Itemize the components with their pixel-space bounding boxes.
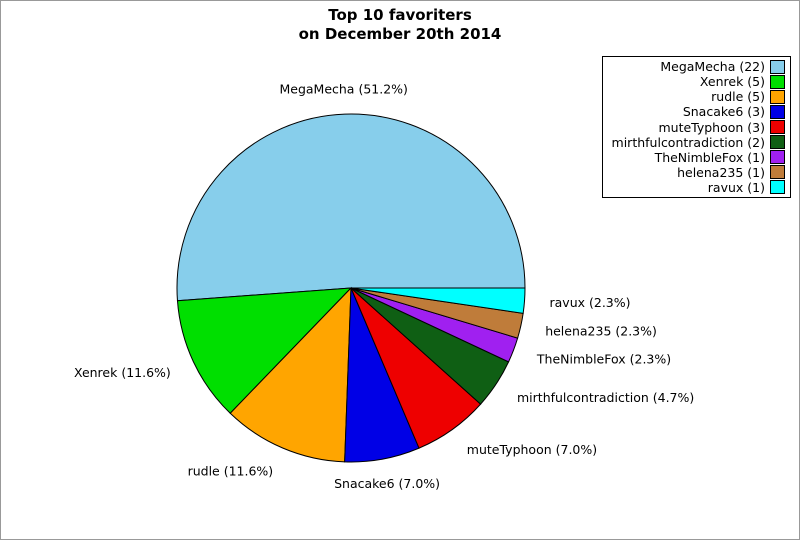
legend-swatch-Xenrek xyxy=(770,74,785,89)
legend-swatch-rudle xyxy=(770,89,785,104)
legend-label: TheNimbleFox (1) xyxy=(654,149,765,165)
pie-slice-MegaMecha xyxy=(176,113,526,302)
pie-slice-ravux xyxy=(350,287,526,314)
slice-label-MegaMecha: MegaMecha (51.2%) xyxy=(279,82,407,97)
legend-swatch-helena235 xyxy=(770,165,785,180)
legend-row-TheNimbleFox: TheNimbleFox (1) xyxy=(607,150,785,165)
legend-swatch-mirthfulcontradiction xyxy=(770,135,785,150)
legend-label: Snacake6 (3) xyxy=(682,104,765,120)
legend-box: MegaMecha (22) Xenrek (5) rudle (5) Snacake… xyxy=(602,56,791,198)
pie-slice-rudle xyxy=(229,286,352,463)
legend-row-rudle: rudle (5) xyxy=(607,89,785,104)
legend-label: helena235 (1) xyxy=(677,164,765,180)
chart-title: Top 10 favoriters on December 20th 2014 xyxy=(1,6,799,44)
legend-row-ravux: ravux (1) xyxy=(607,180,785,195)
legend-row-helena235: helena235 (1) xyxy=(607,165,785,180)
legend-row-MegaMecha: MegaMecha (22) xyxy=(607,59,785,74)
legend-label: ravux (1) xyxy=(707,179,765,195)
legend-row-Snacake6: Snacake6 (3) xyxy=(607,104,785,119)
legend-label: MegaMecha (22) xyxy=(660,59,765,75)
legend-row-Xenrek: Xenrek (5) xyxy=(607,74,785,89)
legend-swatch-ravux xyxy=(770,180,785,195)
chart-title-line1: Top 10 favoriters xyxy=(328,6,472,24)
slice-label-Snacake6: Snacake6 (7.0%) xyxy=(334,476,440,491)
pie-slice-Xenrek xyxy=(176,287,353,414)
legend-swatch-Snacake6 xyxy=(770,104,785,119)
legend-label: Xenrek (5) xyxy=(699,74,765,90)
slice-label-mirthfulcontradiction: mirthfulcontradiction (4.7%) xyxy=(517,390,694,405)
legend-swatch-TheNimbleFox xyxy=(770,150,785,165)
slice-label-helena235: helena235 (2.3%) xyxy=(545,324,657,339)
legend-label: rudle (5) xyxy=(711,89,765,105)
slice-label-TheNimbleFox: TheNimbleFox (2.3%) xyxy=(536,352,671,367)
legend-label: muteTyphoon (3) xyxy=(658,119,765,135)
legend-label: mirthfulcontradiction (2) xyxy=(611,134,765,150)
legend-row-muteTyphoon: muteTyphoon (3) xyxy=(607,119,785,135)
legend-swatch-MegaMecha xyxy=(770,59,785,74)
slice-label-Xenrek: Xenrek (11.6%) xyxy=(74,365,171,380)
chart-title-line2: on December 20th 2014 xyxy=(298,25,502,43)
slice-label-muteTyphoon: muteTyphoon (7.0%) xyxy=(467,442,597,457)
slice-label-rudle: rudle (11.6%) xyxy=(188,464,274,479)
slice-label-ravux: ravux (2.3%) xyxy=(550,295,631,310)
legend-row-mirthfulcontradiction: mirthfulcontradiction (2) xyxy=(607,135,785,150)
legend-swatch-muteTyphoon xyxy=(770,120,785,134)
